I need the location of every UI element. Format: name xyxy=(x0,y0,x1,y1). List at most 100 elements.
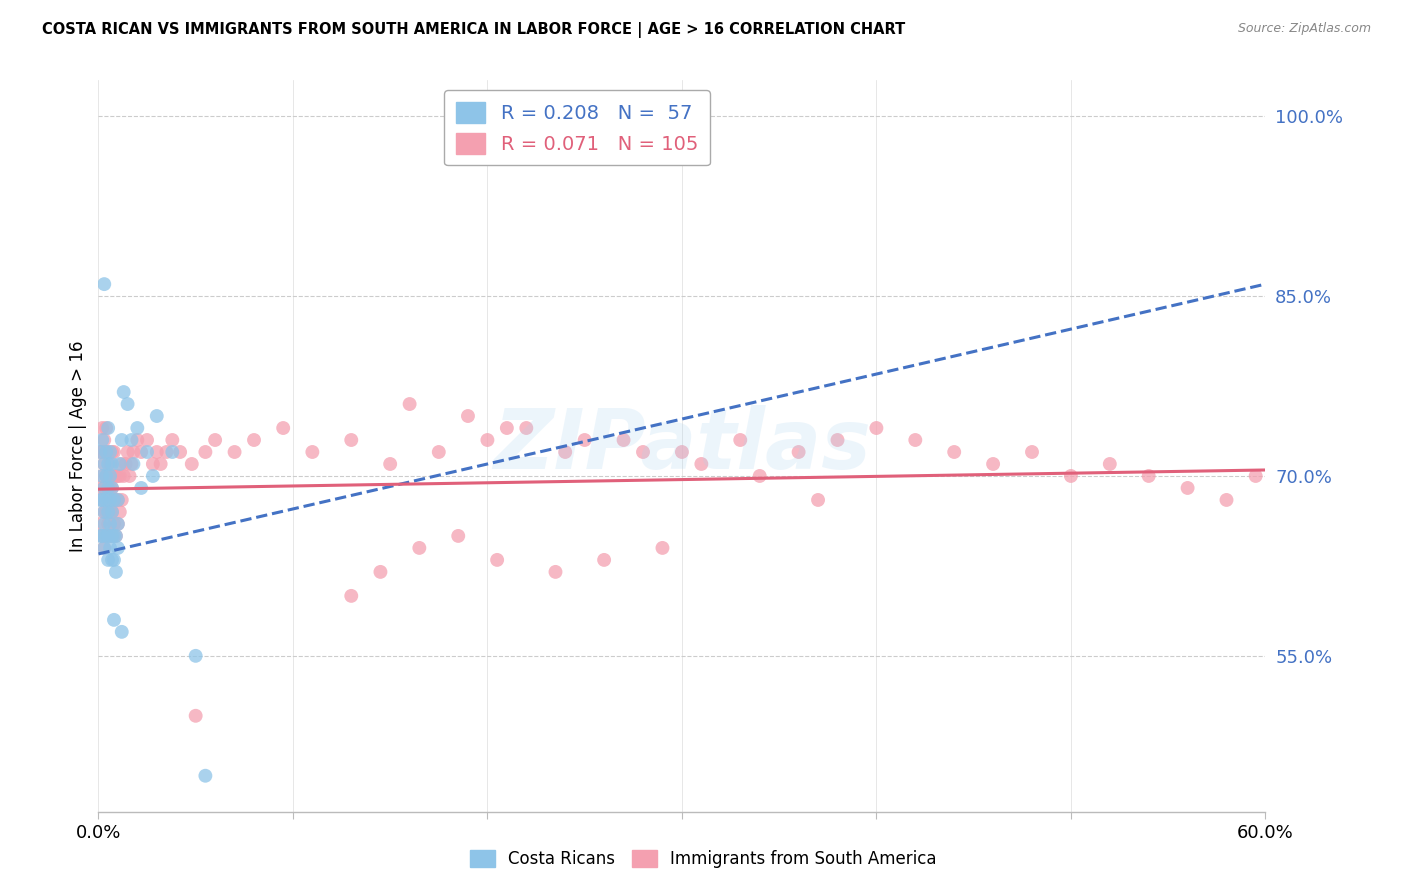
Point xyxy=(89,529,111,543)
Point xyxy=(787,445,810,459)
Point xyxy=(613,433,636,447)
Point xyxy=(104,529,127,543)
Point xyxy=(101,481,124,495)
Point xyxy=(1177,481,1199,495)
Point xyxy=(96,469,118,483)
Point xyxy=(103,516,125,531)
Point xyxy=(574,433,596,447)
Point xyxy=(112,469,135,483)
Point xyxy=(97,469,120,483)
Point xyxy=(101,529,124,543)
Point xyxy=(97,492,120,507)
Point xyxy=(98,457,121,471)
Point xyxy=(89,445,111,459)
Point xyxy=(155,445,177,459)
Point xyxy=(101,445,124,459)
Point xyxy=(101,505,124,519)
Point xyxy=(631,445,654,459)
Point xyxy=(224,445,246,459)
Point xyxy=(114,457,136,471)
Point xyxy=(96,445,118,459)
Point xyxy=(111,457,134,471)
Point xyxy=(651,541,673,555)
Point xyxy=(447,529,470,543)
Point xyxy=(194,445,217,459)
Point xyxy=(136,445,159,459)
Point xyxy=(104,469,127,483)
Point xyxy=(98,481,121,495)
Point xyxy=(91,529,114,543)
Point xyxy=(180,457,202,471)
Point xyxy=(111,492,134,507)
Point xyxy=(91,492,114,507)
Point xyxy=(97,505,120,519)
Point xyxy=(96,469,118,483)
Point xyxy=(96,492,118,507)
Point xyxy=(112,385,135,400)
Point xyxy=(380,457,402,471)
Point xyxy=(730,433,752,447)
Point xyxy=(103,492,125,507)
Point xyxy=(108,505,131,519)
Point xyxy=(340,589,363,603)
Point xyxy=(93,481,115,495)
Point xyxy=(544,565,567,579)
Point xyxy=(93,457,115,471)
Point xyxy=(107,516,129,531)
Point xyxy=(1244,469,1267,483)
Point xyxy=(98,445,121,459)
Point xyxy=(97,445,120,459)
Point xyxy=(93,433,115,447)
Point xyxy=(103,613,125,627)
Point xyxy=(89,516,111,531)
Point xyxy=(184,708,207,723)
Point xyxy=(121,433,143,447)
Point xyxy=(111,624,134,639)
Point xyxy=(93,505,115,519)
Point xyxy=(943,445,966,459)
Point xyxy=(107,469,129,483)
Point xyxy=(104,492,127,507)
Point xyxy=(477,433,499,447)
Point xyxy=(91,421,114,435)
Point xyxy=(101,457,124,471)
Point xyxy=(101,529,124,543)
Point xyxy=(111,433,134,447)
Point xyxy=(1098,457,1121,471)
Point xyxy=(93,505,115,519)
Point xyxy=(1060,469,1083,483)
Point xyxy=(690,457,713,471)
Text: Source: ZipAtlas.com: Source: ZipAtlas.com xyxy=(1237,22,1371,36)
Point xyxy=(1137,469,1160,483)
Point xyxy=(118,469,141,483)
Point xyxy=(91,445,114,459)
Point xyxy=(807,492,830,507)
Point xyxy=(98,516,121,531)
Point xyxy=(103,553,125,567)
Point xyxy=(127,433,149,447)
Legend: R = 0.208   N =  57, R = 0.071   N = 105: R = 0.208 N = 57, R = 0.071 N = 105 xyxy=(444,90,710,165)
Point xyxy=(121,457,143,471)
Point xyxy=(1215,492,1237,507)
Point xyxy=(93,277,115,292)
Point xyxy=(427,445,450,459)
Point xyxy=(96,529,118,543)
Point xyxy=(91,469,114,483)
Point xyxy=(107,492,129,507)
Point xyxy=(104,529,127,543)
Point xyxy=(98,492,121,507)
Point xyxy=(91,469,114,483)
Point xyxy=(93,481,115,495)
Point xyxy=(107,516,129,531)
Point xyxy=(104,565,127,579)
Point xyxy=(149,457,172,471)
Point xyxy=(194,769,217,783)
Point xyxy=(169,445,191,459)
Point xyxy=(93,541,115,555)
Point xyxy=(97,529,120,543)
Point xyxy=(904,433,927,447)
Point xyxy=(496,421,519,435)
Point xyxy=(101,481,124,495)
Point xyxy=(89,492,111,507)
Point xyxy=(122,457,145,471)
